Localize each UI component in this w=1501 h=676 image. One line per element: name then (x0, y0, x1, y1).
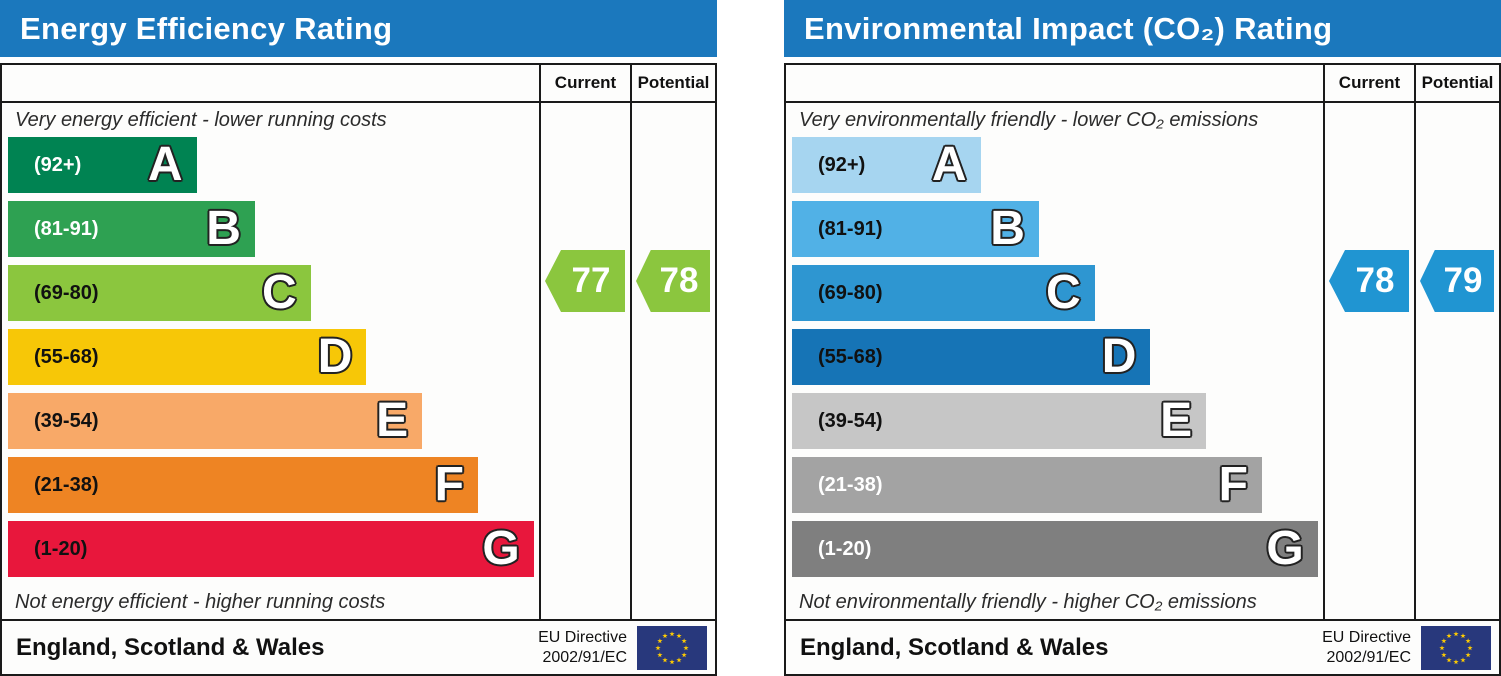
column-header-current: Current (1323, 65, 1414, 103)
band-range-label: (69-80) (34, 281, 99, 304)
current-rating-value: 78 (1355, 261, 1395, 300)
band-range-label: (39-54) (34, 409, 99, 432)
energy-efficiency-chart: Energy Efficiency Rating Current Potenti… (0, 0, 717, 676)
eu-flag-icon (1421, 625, 1491, 670)
band-range-label: (21-38) (34, 473, 99, 496)
column-header-potential: Potential (630, 65, 715, 103)
band-f: (21-38) F (792, 457, 1262, 513)
band-letter: B (990, 202, 1025, 255)
band-c: (69-80) C (792, 265, 1095, 321)
band-a: (92+) A (792, 137, 981, 193)
band-e: (39-54) E (792, 393, 1207, 449)
band-letter: C (261, 266, 297, 319)
eu-directive-label: EU Directive 2002/91/EC (1322, 628, 1411, 666)
column-header-current: Current (539, 65, 630, 103)
band-letter: E (376, 394, 409, 447)
potential-column: 79 (1414, 103, 1499, 619)
bands-area: Very energy efficient - lower running co… (2, 103, 539, 619)
band-range-label: (81-91) (34, 217, 99, 240)
region-label: England, Scotland & Wales (16, 633, 325, 661)
region-label: England, Scotland & Wales (800, 633, 1109, 661)
band-b: (81-91) B (792, 201, 1039, 257)
chart-footer: England, Scotland & Wales EU Directive 2… (2, 619, 715, 674)
band-letter: G (482, 522, 520, 575)
band-letter: D (1101, 330, 1137, 383)
band-g: (1-20) G (792, 521, 1318, 577)
bottom-caption: Not energy efficient - higher running co… (15, 590, 386, 613)
eu-directive-label: EU Directive 2002/91/EC (538, 628, 627, 666)
top-caption: Very energy efficient - lower running co… (15, 108, 387, 131)
band-letter: A (147, 138, 183, 191)
band-range-label: (39-54) (818, 409, 883, 432)
band-range-label: (92+) (34, 153, 82, 176)
band-letter: E (1160, 394, 1193, 447)
bottom-caption: Not environmentally friendly - higher CO… (799, 590, 1257, 613)
potential-rating-arrow: 78 (636, 250, 710, 312)
current-rating-arrow: 77 (545, 250, 625, 312)
band-d: (55-68) D (8, 329, 367, 385)
band-e: (39-54) E (8, 393, 423, 449)
current-column: 77 (539, 103, 630, 619)
band-range-label: (55-68) (34, 345, 99, 368)
band-range-label: (21-38) (818, 473, 883, 496)
band-letter: A (931, 138, 967, 191)
header-spacer (2, 65, 539, 103)
environmental-ratings-table: Current Potential Very environmentally f… (784, 63, 1501, 676)
environmental-title-bar: Environmental Impact (CO₂) Rating (784, 0, 1501, 57)
chart-title: Energy Efficiency Rating (20, 10, 393, 46)
header-spacer (786, 65, 1323, 103)
chart-title: Environmental Impact (CO₂) Rating (804, 10, 1333, 46)
bands-area: Very environmentally friendly - lower CO… (786, 103, 1323, 619)
band-letter: D (317, 330, 353, 383)
potential-rating-value: 78 (659, 261, 699, 300)
band-letter: G (1266, 522, 1304, 575)
band-letter: C (1045, 266, 1081, 319)
band-g: (1-20) G (8, 521, 534, 577)
environmental-impact-chart: Environmental Impact (CO₂) Rating Curren… (784, 0, 1501, 676)
energy-title-bar: Energy Efficiency Rating (0, 0, 717, 57)
current-column: 78 (1323, 103, 1414, 619)
current-rating-value: 77 (571, 261, 611, 300)
energy-ratings-table: Current Potential Very energy efficient … (0, 63, 717, 676)
band-a: (92+) A (8, 137, 197, 193)
potential-column: 78 (630, 103, 715, 619)
band-d: (55-68) D (792, 329, 1151, 385)
band-letter: F (1218, 458, 1248, 511)
chart-footer: England, Scotland & Wales EU Directive 2… (786, 619, 1499, 674)
band-range-label: (1-20) (34, 537, 88, 560)
band-f: (21-38) F (8, 457, 478, 513)
band-range-label: (55-68) (818, 345, 883, 368)
band-b: (81-91) B (8, 201, 255, 257)
band-letter: B (206, 202, 241, 255)
top-caption: Very environmentally friendly - lower CO… (799, 108, 1259, 131)
band-letter: F (434, 458, 464, 511)
band-range-label: (1-20) (818, 537, 872, 560)
potential-rating-value: 79 (1443, 261, 1483, 300)
band-list: (92+) A (81-91) B (69-80) C (55-68) D (39-54) E (2… (2, 137, 539, 577)
potential-rating-arrow: 79 (1420, 250, 1494, 312)
band-c: (69-80) C (8, 265, 311, 321)
band-range-label: (92+) (818, 153, 866, 176)
current-rating-arrow: 78 (1329, 250, 1409, 312)
band-range-label: (81-91) (818, 217, 883, 240)
column-header-potential: Potential (1414, 65, 1499, 103)
band-list: (92+) A (81-91) B (69-80) C (55-68) D (39-54) E (2… (786, 137, 1323, 577)
eu-flag-icon (637, 625, 707, 670)
band-range-label: (69-80) (818, 281, 883, 304)
